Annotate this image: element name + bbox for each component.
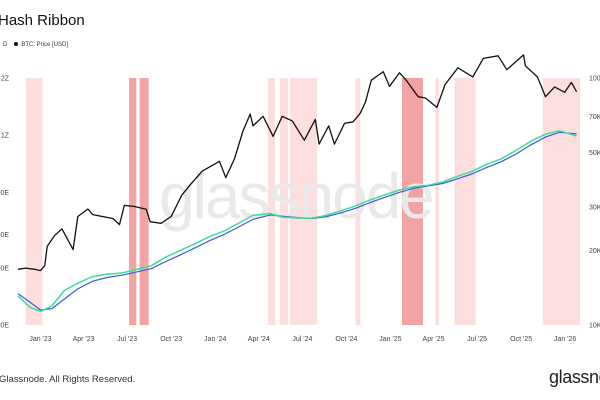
x-tick-label: Apr '25 xyxy=(423,336,445,343)
x-tick-label: Jul '24 xyxy=(292,336,312,343)
watermark-text: glassnode xyxy=(159,160,433,232)
left-tick-label: 100E xyxy=(0,323,9,330)
x-tick-label: Apr '24 xyxy=(248,336,270,343)
capitulation-band xyxy=(454,78,476,325)
capitulation-band xyxy=(129,78,137,325)
legend-item-hashrate[interactable]: D xyxy=(0,42,7,48)
x-tick-label: Jul '23 xyxy=(117,336,137,343)
right-tick-label: 10K xyxy=(589,323,600,330)
capitulation-band xyxy=(267,78,276,325)
legend-label-price: BTC: Price [USD] xyxy=(21,42,69,48)
x-tick-label: Jan '26 xyxy=(554,336,576,343)
legend-label-hashrate: D xyxy=(3,42,8,48)
x-tick-label: Jan '25 xyxy=(379,336,401,343)
series-lines xyxy=(17,54,578,313)
capitulation-band xyxy=(289,78,318,325)
left-tick-label: 1Z xyxy=(1,133,10,140)
capitulation-band xyxy=(435,78,439,325)
right-tick-label: 20K xyxy=(589,248,600,255)
x-tick-label: Jul '25 xyxy=(467,336,487,343)
x-tick-label: Apr '23 xyxy=(73,336,95,343)
capitulation-band xyxy=(542,78,580,325)
right-tick-label: 30K xyxy=(589,205,600,212)
x-tick-label: Jan '23 xyxy=(29,336,51,343)
right-tick-label: 50K xyxy=(589,150,600,157)
right-tick-label: 100K xyxy=(589,76,600,83)
capitulation-band xyxy=(401,78,423,325)
capitulation-band xyxy=(279,78,288,325)
capitulation-bands xyxy=(25,78,580,325)
left-tick-label: 300E xyxy=(0,232,9,239)
capitulation-band xyxy=(25,78,43,325)
capitulation-band xyxy=(355,78,361,325)
footer-copyright: Glassnode. All Rights Reserved. xyxy=(0,374,136,385)
ma30-line xyxy=(17,129,577,313)
right-axis: 100K 70K 50K 30K 20K 10K xyxy=(589,76,600,330)
legend-dot-price xyxy=(14,42,19,47)
x-tick-label: Oct '23 xyxy=(160,336,182,343)
chart-title: Hash Ribbon xyxy=(0,12,85,29)
price-line xyxy=(17,54,578,272)
left-axis: 2Z 1Z 500E 300E 200E 100E xyxy=(0,76,10,330)
legend-item-price[interactable]: BTC: Price [USD] xyxy=(14,42,68,48)
left-tick-label: 2Z xyxy=(1,76,10,83)
x-tick-label: Jan '24 xyxy=(204,336,226,343)
left-tick-label: 500E xyxy=(0,190,9,197)
x-axis: Jan '23 Apr '23 Jul '23 Oct '23 Jan '24 Apr '… xyxy=(29,336,576,343)
left-tick-label: 200E xyxy=(0,265,9,272)
legend: D BTC: Price [USD] xyxy=(0,42,68,48)
footer-logo[interactable]: glassnode xyxy=(549,367,600,387)
x-tick-label: Oct '24 xyxy=(335,336,357,343)
capitulation-band xyxy=(139,78,149,325)
right-tick-label: 70K xyxy=(589,114,600,121)
x-tick-label: Oct '25 xyxy=(510,336,532,343)
